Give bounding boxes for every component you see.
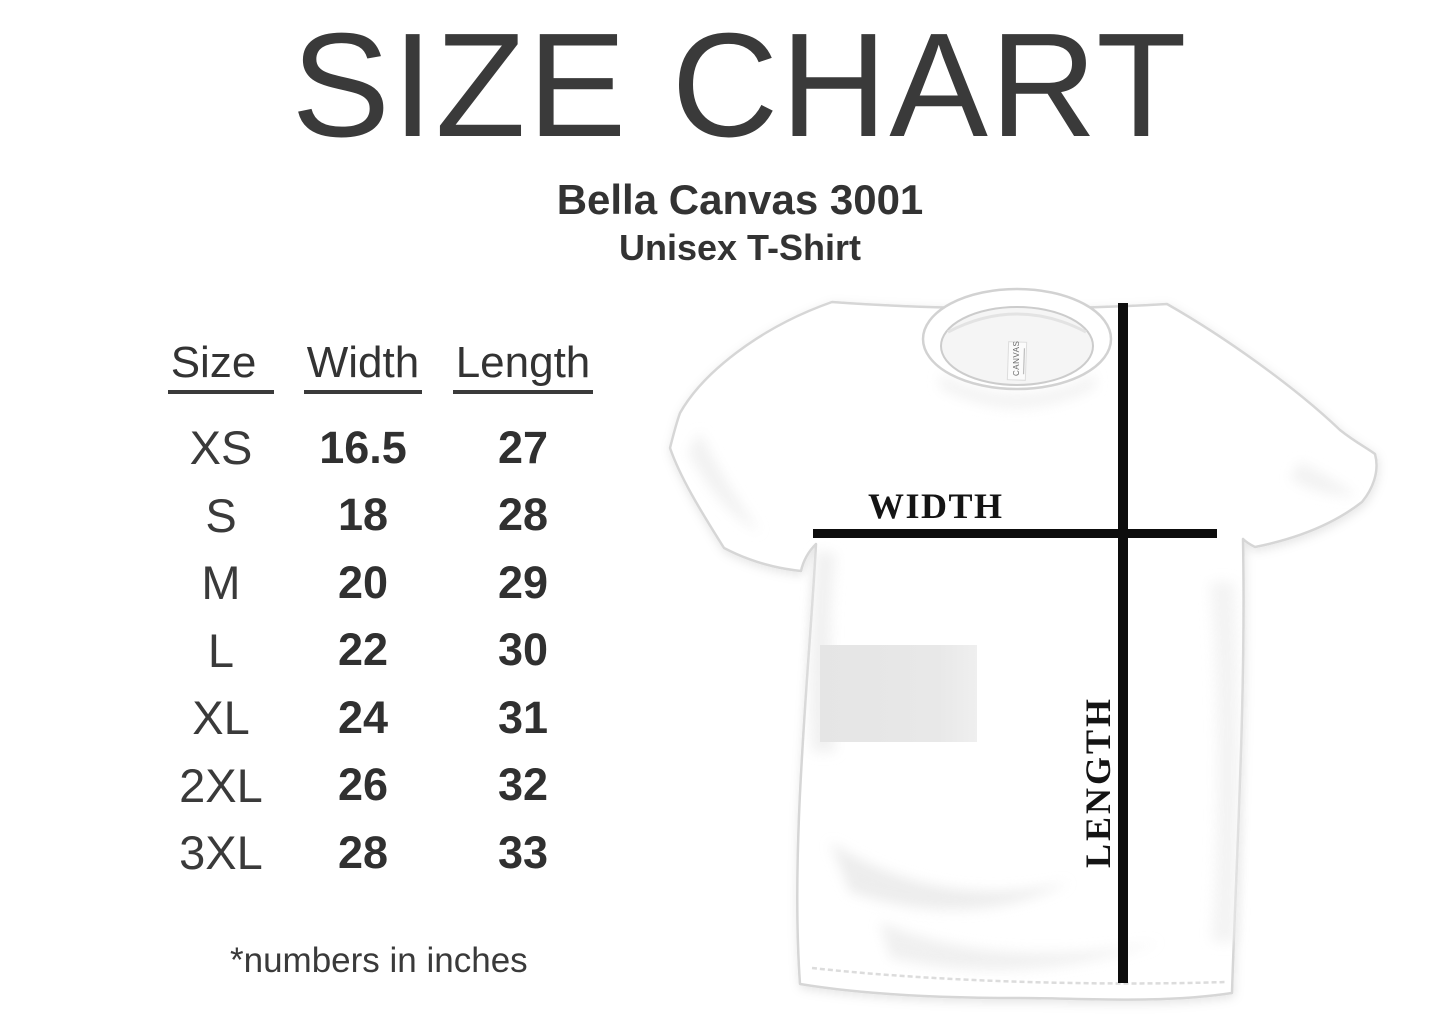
length-cell: 30: [497, 624, 549, 676]
width-cell: 26: [337, 759, 389, 811]
table-row: S 18 28: [150, 482, 612, 550]
table-row: 2XL 26 32: [150, 752, 612, 820]
length-label: LENGTH: [1078, 696, 1118, 868]
table-row: XL 24 31: [150, 684, 612, 752]
collar-tag: CANVAS: [1006, 341, 1028, 381]
width-cell: 16.5: [319, 421, 407, 473]
length-cell: 28: [497, 489, 549, 541]
blank-patch: [820, 645, 977, 742]
size-cell: L: [207, 623, 235, 677]
length-cell: 32: [497, 759, 549, 811]
length-cell: 29: [497, 556, 549, 608]
size-cell: 3XL: [179, 826, 263, 880]
width-cell: 24: [337, 691, 389, 743]
tshirt-silhouette: [668, 300, 1378, 1001]
width-cell: 20: [337, 556, 389, 608]
column-header-width: Width: [303, 338, 423, 394]
width-cell: 22: [337, 624, 389, 676]
length-measure-line: [1118, 303, 1128, 983]
product-style: Unisex T-Shirt: [618, 227, 862, 268]
size-table-header: Size Width Length: [150, 338, 612, 394]
length-cell: 27: [497, 421, 549, 473]
width-measure-line: [813, 529, 1217, 538]
length-cell: 33: [497, 826, 549, 878]
column-header-size: Size: [167, 338, 275, 394]
size-cell: S: [205, 488, 237, 542]
width-cell: 18: [337, 489, 389, 541]
tshirt-diagram: CANVAS WIDTH LENGTH: [640, 282, 1410, 1016]
product-name: Bella Canvas 3001: [556, 176, 924, 223]
units-footnote: *numbers in inches: [230, 941, 528, 980]
size-cell: 2XL: [179, 758, 263, 812]
size-cell: XL: [192, 691, 250, 745]
page-header: SIZE CHART Bella Canvas 3001 Unisex T-Sh…: [35, 12, 1445, 269]
column-header-length: Length: [452, 338, 594, 394]
length-cell: 31: [497, 691, 549, 743]
size-table-body: XS 16.5 27 S 18 28 M 20 29 L 22 30 XL 24 31 2XL 26 32 3XL 2…: [150, 414, 612, 887]
size-cell: XS: [189, 421, 253, 475]
size-table: Size Width Length XS 16.5 27 S 18 28 M 20 29 L 22 3…: [150, 338, 612, 887]
collar-tag-label: CANVAS: [1012, 341, 1021, 376]
table-row: M 20 29: [150, 549, 612, 617]
page-title: SIZE CHART: [291, 3, 1189, 168]
width-label: WIDTH: [868, 486, 1004, 526]
width-cell: 28: [337, 826, 389, 878]
table-row: XS 16.5 27: [150, 414, 612, 482]
shirt-shading: [688, 374, 1356, 970]
size-cell: M: [201, 556, 241, 610]
table-row: L 22 30: [150, 617, 612, 685]
table-row: 3XL 28 33: [150, 819, 612, 887]
hem-stitch: [811, 966, 1227, 985]
